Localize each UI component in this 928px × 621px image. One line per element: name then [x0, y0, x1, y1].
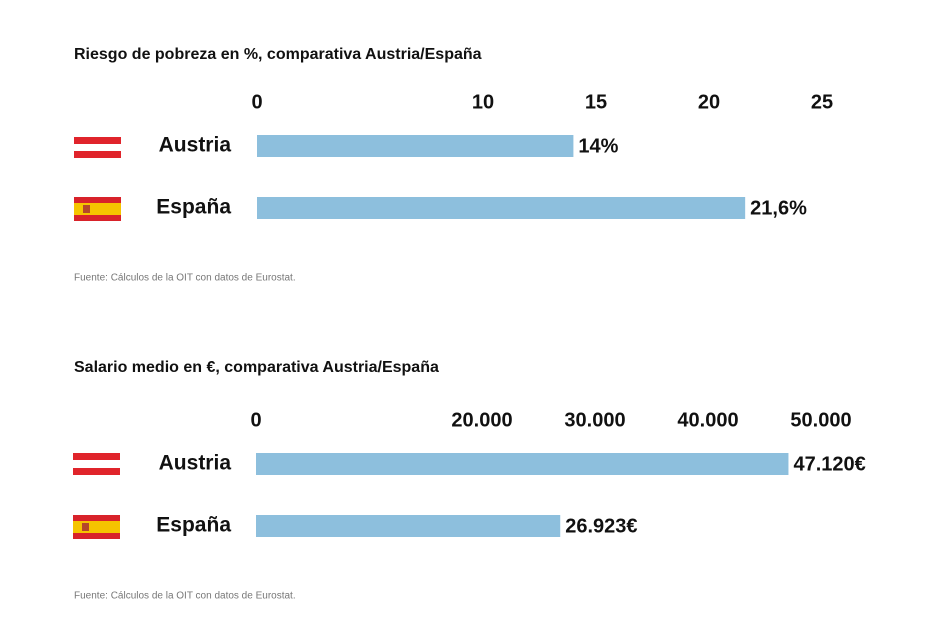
source-note: Fuente: Cálculos de la OIT con datos de …	[74, 273, 296, 284]
flag-austria	[73, 137, 121, 475]
value-label: 21,6%	[750, 197, 807, 219]
x-tick-label: 20	[698, 91, 720, 113]
category-label: Austria	[159, 452, 232, 475]
value-label: 14%	[578, 135, 618, 157]
x-tick-label: 15	[585, 91, 607, 113]
x-tick-label: 30.000	[564, 409, 625, 431]
bar	[257, 197, 746, 219]
category-label: España	[156, 514, 231, 537]
x-tick-label: 20.000	[451, 409, 512, 431]
x-tick-label: 0	[250, 409, 261, 431]
bar	[257, 135, 574, 157]
chart-title: Salario medio en €, comparativa Austria/…	[74, 359, 439, 376]
flag-spain	[73, 197, 121, 539]
value-label: 47.120€	[793, 453, 865, 475]
value-label: 26.923€	[565, 515, 637, 537]
x-tick-label: 10	[472, 91, 494, 113]
category-label: España	[156, 196, 231, 219]
x-tick-label: 25	[811, 91, 833, 113]
x-tick-label: 50.000	[790, 409, 851, 431]
x-tick-label: 0	[251, 91, 262, 113]
bar	[256, 453, 789, 475]
source-note: Fuente: Cálculos de la OIT con datos de …	[74, 591, 296, 602]
category-label: Austria	[159, 134, 232, 157]
bar	[256, 515, 561, 537]
chart-title: Riesgo de pobreza en %, comparativa Aust…	[74, 46, 482, 63]
x-tick-label: 40.000	[677, 409, 738, 431]
